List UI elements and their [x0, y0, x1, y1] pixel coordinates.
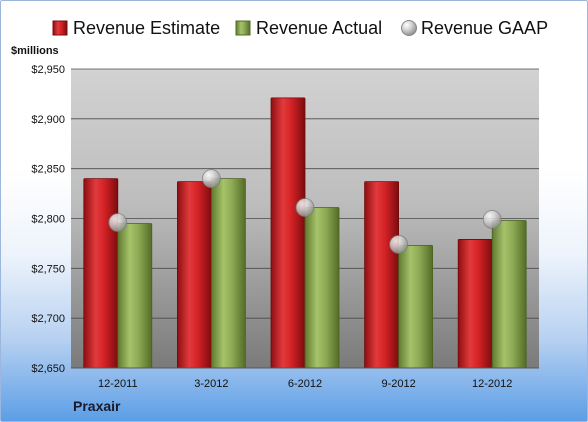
x-category-label: 9-2012: [381, 378, 415, 390]
marker-revenue-gaap: [201, 169, 221, 189]
bar-revenue-actual: [210, 178, 246, 369]
x-category-label: 3-2012: [194, 378, 228, 390]
y-axis-ticks: $2,650 $2,700 $2,750 $2,800 $2,850 $2,900 $2,9…: [31, 64, 65, 375]
bar-revenue-estimate: [83, 178, 119, 369]
legend-label-revenue-actual: Revenue Actual: [256, 18, 382, 38]
bar-revenue-actual: [117, 223, 153, 369]
marker-revenue-gaap: [295, 198, 315, 217]
marker-revenue-gaap: [389, 235, 409, 254]
bar-revenue-actual: [398, 245, 434, 369]
x-category-label: 6-2012: [288, 378, 322, 390]
y-tick-label: $2,750: [31, 263, 65, 275]
y-tick-label: $2,900: [31, 114, 65, 126]
x-category-label: 12-2011: [98, 378, 138, 390]
bar-revenue-actual: [491, 220, 527, 369]
legend: Revenue Estimate Revenue Actual Revenue …: [52, 18, 548, 38]
y-tick-label: $2,850: [31, 164, 65, 176]
marker-revenue-gaap: [108, 213, 128, 232]
gaap-markers: [108, 169, 502, 254]
legend-label-revenue-gaap: Revenue GAAP: [421, 18, 548, 38]
company-label: Praxair: [73, 398, 121, 414]
bar-revenue-estimate: [270, 97, 306, 369]
marker-revenue-gaap: [482, 210, 502, 229]
bar-revenue-estimate: [176, 181, 212, 369]
legend-swatch-revenue-gaap: [401, 20, 417, 36]
x-axis-categories: 12-2011 3-2012 6-2012 9-2012 12-2012: [98, 378, 512, 390]
bar-revenue-estimate: [364, 181, 400, 369]
y-tick-label: $2,800: [31, 214, 65, 226]
y-tick-label: $2,650: [31, 363, 65, 375]
y-tick-label: $2,700: [31, 313, 65, 325]
bars: [83, 97, 527, 369]
x-category-label: 12-2012: [472, 378, 512, 390]
legend-swatch-revenue-estimate: [52, 20, 68, 36]
bar-revenue-actual: [304, 207, 340, 369]
legend-swatch-revenue-actual: [235, 20, 251, 36]
bar-revenue-estimate: [457, 239, 493, 369]
y-tick-label: $2,950: [31, 64, 65, 76]
y-unit-label: $millions: [11, 45, 59, 57]
legend-label-revenue-estimate: Revenue Estimate: [73, 18, 220, 38]
